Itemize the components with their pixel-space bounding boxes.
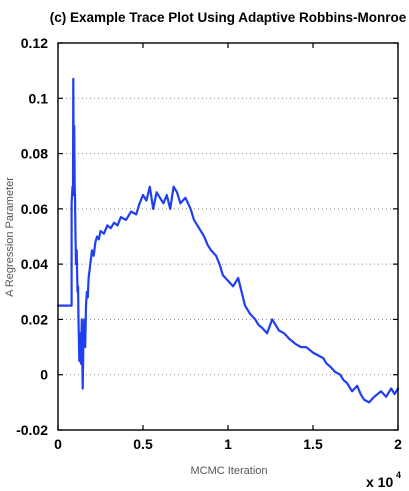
x-axis-exponent-base: x 10 — [366, 474, 393, 490]
x-axis-ticks: 0 0.5 1 1.5 2 — [54, 43, 402, 452]
y-tick-label: 0.12 — [21, 35, 48, 51]
y-axis-ticks: -0.02 0 0.02 0.04 0.06 0.08 0.1 0.12 — [16, 35, 398, 438]
x-axis-label: MCMC Iteration — [190, 465, 267, 477]
y-tick-label: 0.06 — [21, 201, 48, 217]
x-tick-label: 0 — [54, 436, 62, 452]
x-tick-label: 1 — [224, 436, 232, 452]
chart-title: (c) Example Trace Plot Using Adaptive Ro… — [50, 10, 407, 25]
y-axis-label: A Regression Parameter — [4, 177, 16, 297]
y-tick-label: -0.02 — [16, 422, 48, 438]
y-tick-label: 0 — [40, 367, 48, 383]
y-tick-label: 0.02 — [21, 311, 48, 327]
x-tick-label: 1.5 — [303, 436, 323, 452]
x-axis-exponent-power: 4 — [396, 470, 401, 480]
trace-series-line — [56, 77, 400, 404]
y-tick-label: 0.04 — [21, 256, 48, 272]
y-tick-label: 0.1 — [29, 90, 49, 106]
y-tick-label: 0.08 — [21, 146, 48, 162]
plot-area-frame — [57, 42, 399, 431]
grid-lines — [58, 97, 398, 376]
x-tick-label: 0.5 — [133, 436, 153, 452]
series-layer — [56, 77, 400, 404]
x-tick-label: 2 — [394, 436, 402, 452]
